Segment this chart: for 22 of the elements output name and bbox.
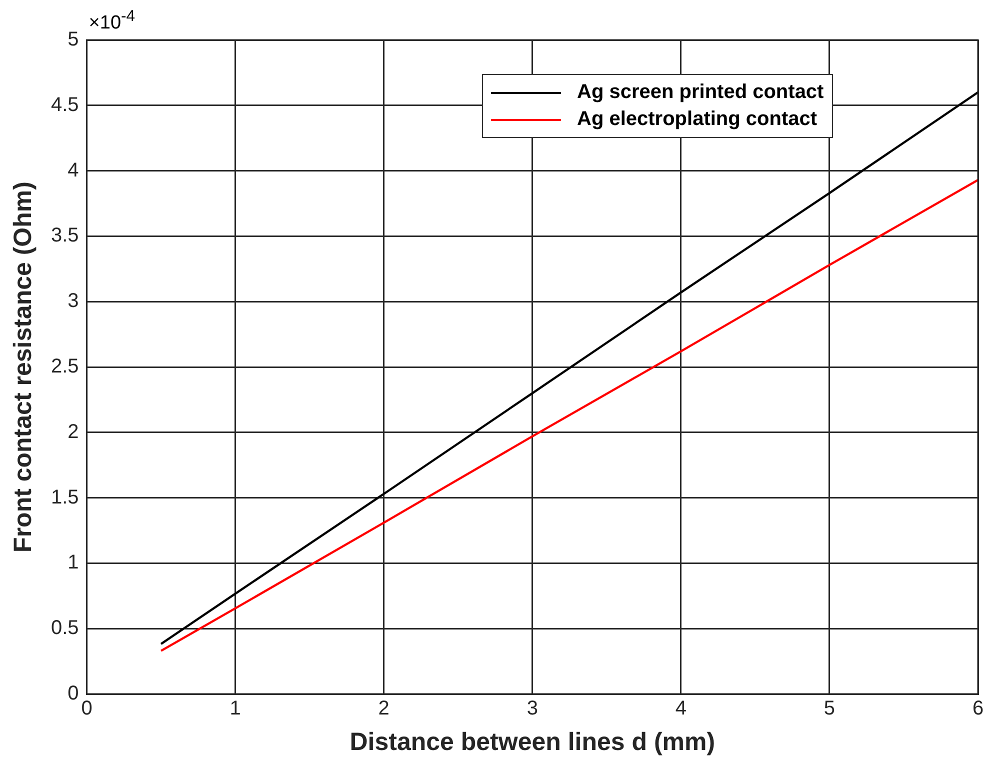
y-tick-label: 4.5 [50,94,79,116]
x-tick-label: 6 [972,698,984,720]
y-tick-label: 4 [68,159,79,182]
x-tick-label: 3 [526,698,538,720]
y-tick-label: 3 [68,290,79,312]
x-tick-label: 5 [824,698,836,720]
y-tick-label: 1.5 [50,486,79,508]
x-tick-label: 1 [230,698,241,720]
legend-label: Ag electroplating contact [577,108,818,131]
x-axis-title: Distance between lines d (mm) [350,728,716,756]
x-tick-label: 4 [675,698,686,720]
y-tick-label: 1 [68,552,79,574]
y-axis-title: Front contact resistance (Ohm) [8,182,37,552]
y-tick-label: 2 [68,420,79,443]
y-tick-label: 0 [68,682,79,705]
y-tick-label: 2.5 [50,356,79,378]
legend-label: Ag screen printed contact [577,81,824,104]
text: ×10$^{-4}$ [88,8,136,34]
y-tick-label: 3.5 [50,224,79,247]
y-tick-label: 0.5 [50,617,79,640]
x-tick-label: 2 [378,698,390,720]
y-tick-label: 5 [68,28,79,51]
